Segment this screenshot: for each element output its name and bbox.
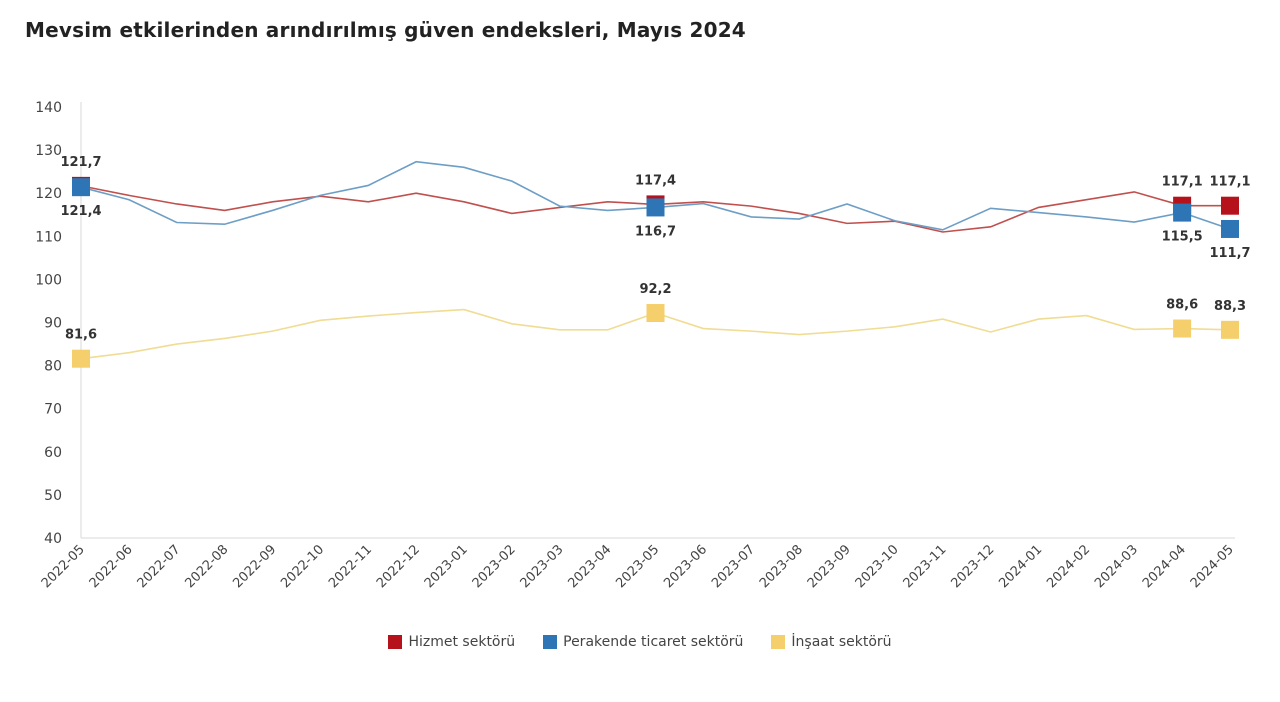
y-tick-label: 120 bbox=[35, 186, 62, 202]
x-tick-label: 2023-10 bbox=[853, 542, 902, 591]
y-tick-label: 60 bbox=[44, 445, 62, 461]
data-label: 81,6 bbox=[65, 328, 97, 343]
legend-item: İnşaat sektörü bbox=[771, 634, 892, 650]
x-tick-label: 2022-05 bbox=[39, 542, 88, 591]
y-tick-label: 140 bbox=[35, 100, 62, 116]
data-label: 121,7 bbox=[60, 155, 101, 170]
x-tick-label: 2024-01 bbox=[996, 542, 1045, 591]
data-marker bbox=[72, 178, 90, 197]
legend-label: Perakende ticaret sektörü bbox=[563, 634, 744, 650]
data-marker bbox=[1173, 319, 1192, 338]
legend-label: Hizmet sektörü bbox=[408, 634, 516, 650]
x-tick-label: 2023-01 bbox=[422, 542, 471, 591]
x-tick-label: 2023-08 bbox=[757, 542, 806, 591]
x-tick-label: 2024-04 bbox=[1140, 542, 1189, 591]
data-marker bbox=[1221, 196, 1239, 215]
y-tick-label: 90 bbox=[44, 316, 62, 332]
y-tick-label: 50 bbox=[44, 488, 62, 504]
x-tick-label: 2024-03 bbox=[1092, 542, 1141, 591]
line-chart: 4050607080901001101201301402022-052022-0… bbox=[35, 100, 1250, 591]
y-tick-label: 110 bbox=[35, 229, 62, 245]
y-tick-label: 100 bbox=[35, 272, 62, 288]
x-tick-label: 2022-11 bbox=[326, 542, 375, 591]
x-tick-label: 2023-09 bbox=[805, 542, 854, 591]
y-tick-label: 40 bbox=[44, 531, 62, 547]
legend-item: Hizmet sektörü bbox=[388, 634, 515, 650]
x-tick-label: 2022-06 bbox=[87, 542, 136, 591]
data-label: 115,5 bbox=[1162, 230, 1203, 245]
x-tick-label: 2024-02 bbox=[1044, 542, 1093, 591]
data-label: 88,6 bbox=[1166, 298, 1198, 313]
x-tick-label: 2022-08 bbox=[182, 542, 231, 591]
data-label: 117,4 bbox=[635, 173, 676, 188]
y-tick-label: 130 bbox=[35, 143, 62, 159]
legend-item: Perakende ticaret sektörü bbox=[543, 634, 743, 650]
data-label: 92,2 bbox=[639, 282, 671, 297]
y-tick-label: 70 bbox=[44, 402, 62, 418]
x-tick-label: 2023-03 bbox=[518, 542, 567, 591]
legend-swatch bbox=[771, 635, 786, 649]
legend: Hizmet sektörü Perakende ticaret sektörü İ… bbox=[0, 634, 1280, 650]
data-marker bbox=[1221, 219, 1239, 238]
data-label: 117,1 bbox=[1162, 175, 1203, 190]
data-marker bbox=[1173, 203, 1192, 222]
data-marker bbox=[72, 349, 90, 368]
legend-swatch bbox=[388, 635, 403, 649]
chart-title: Mevsim etkilerinden arındırılmış güven e… bbox=[25, 18, 746, 42]
data-label: 111,7 bbox=[1209, 246, 1250, 261]
y-tick-label: 80 bbox=[44, 359, 62, 375]
data-label: 121,4 bbox=[60, 204, 101, 219]
x-tick-label: 2022-12 bbox=[374, 542, 423, 591]
x-tick-label: 2022-09 bbox=[230, 542, 279, 591]
data-marker bbox=[1221, 320, 1239, 339]
x-tick-label: 2023-04 bbox=[565, 542, 614, 591]
x-tick-label: 2022-10 bbox=[278, 542, 327, 591]
x-tick-label: 2023-07 bbox=[709, 542, 758, 591]
x-tick-label: 2023-12 bbox=[948, 542, 997, 591]
data-label: 116,7 bbox=[635, 224, 676, 239]
x-tick-label: 2023-05 bbox=[613, 542, 662, 591]
x-tick-label: 2023-11 bbox=[901, 542, 950, 591]
x-tick-label: 2022-07 bbox=[135, 542, 184, 591]
data-marker bbox=[646, 198, 665, 217]
x-tick-label: 2023-02 bbox=[470, 542, 519, 591]
data-label: 88,3 bbox=[1214, 299, 1246, 314]
data-marker bbox=[646, 304, 665, 323]
legend-swatch bbox=[543, 635, 558, 649]
x-tick-label: 2023-06 bbox=[661, 542, 710, 591]
x-tick-label: 2024-05 bbox=[1188, 542, 1237, 591]
legend-label: İnşaat sektörü bbox=[791, 634, 892, 650]
data-label: 117,1 bbox=[1209, 175, 1250, 190]
